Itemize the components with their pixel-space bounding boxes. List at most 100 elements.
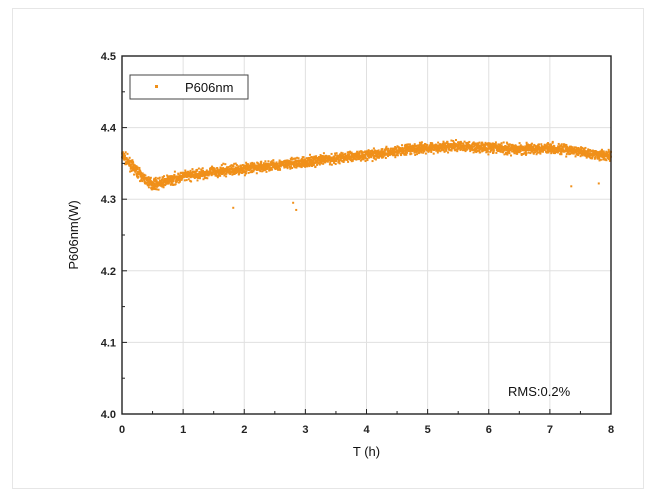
data-point bbox=[409, 153, 412, 156]
data-point bbox=[308, 161, 311, 164]
data-point bbox=[524, 149, 527, 152]
data-point bbox=[290, 165, 293, 168]
data-point bbox=[183, 179, 186, 182]
data-point bbox=[372, 153, 375, 156]
data-point bbox=[308, 165, 311, 168]
data-point bbox=[499, 150, 502, 153]
data-point bbox=[152, 181, 155, 184]
data-point bbox=[593, 153, 596, 156]
data-point bbox=[543, 143, 546, 146]
data-point bbox=[382, 155, 385, 158]
data-point bbox=[170, 179, 173, 182]
data-point bbox=[445, 147, 448, 150]
data-point bbox=[455, 148, 458, 151]
data-point bbox=[448, 143, 451, 146]
data-point bbox=[162, 182, 165, 185]
data-point bbox=[602, 154, 605, 157]
data-point bbox=[135, 175, 138, 178]
data-point bbox=[533, 147, 536, 150]
data-point bbox=[426, 144, 429, 147]
data-point bbox=[278, 159, 281, 162]
data-point bbox=[399, 147, 402, 150]
data-point bbox=[420, 148, 423, 151]
data-point bbox=[452, 141, 455, 144]
data-point bbox=[488, 147, 491, 150]
data-point bbox=[436, 151, 439, 154]
data-point bbox=[223, 174, 226, 177]
data-point bbox=[553, 145, 556, 148]
data-point bbox=[154, 180, 157, 183]
data-point bbox=[267, 163, 270, 166]
data-point bbox=[123, 152, 126, 155]
data-point bbox=[141, 180, 144, 183]
data-point bbox=[249, 171, 252, 174]
data-point bbox=[314, 156, 317, 159]
data-point bbox=[297, 157, 300, 160]
data-point bbox=[317, 159, 320, 162]
data-point bbox=[279, 165, 282, 168]
data-point bbox=[405, 143, 408, 146]
data-point bbox=[231, 168, 234, 171]
data-point bbox=[559, 150, 562, 153]
data-point bbox=[547, 142, 550, 145]
data-point bbox=[219, 168, 222, 171]
data-point bbox=[380, 155, 383, 158]
data-point bbox=[413, 148, 416, 151]
data-point bbox=[552, 146, 555, 149]
data-point bbox=[436, 146, 439, 149]
data-point bbox=[283, 161, 286, 164]
data-point bbox=[450, 149, 453, 152]
data-point bbox=[497, 149, 500, 152]
data-point bbox=[428, 144, 431, 147]
data-point bbox=[139, 175, 142, 178]
data-point bbox=[472, 151, 475, 154]
data-point bbox=[262, 163, 265, 166]
data-point bbox=[584, 151, 587, 154]
data-point bbox=[506, 142, 509, 145]
data-point bbox=[537, 144, 540, 147]
data-point bbox=[381, 148, 384, 151]
data-point bbox=[205, 169, 208, 172]
data-point bbox=[155, 183, 158, 186]
data-point bbox=[132, 166, 135, 169]
data-point bbox=[184, 170, 187, 173]
data-point bbox=[532, 152, 535, 155]
data-point bbox=[389, 153, 392, 156]
data-point bbox=[361, 157, 364, 160]
data-point bbox=[607, 148, 610, 151]
data-point bbox=[341, 152, 344, 155]
data-point bbox=[257, 163, 260, 166]
data-point bbox=[366, 154, 369, 157]
data-point bbox=[596, 157, 599, 160]
data-point bbox=[497, 143, 500, 146]
data-point bbox=[293, 163, 296, 166]
data-point bbox=[316, 161, 319, 164]
data-point bbox=[173, 177, 176, 180]
data-point bbox=[522, 153, 525, 156]
data-point bbox=[529, 147, 532, 150]
data-point bbox=[162, 186, 165, 189]
data-point bbox=[435, 147, 438, 150]
data-point bbox=[489, 142, 492, 145]
data-point bbox=[347, 157, 350, 160]
data-point bbox=[122, 152, 125, 155]
data-point bbox=[263, 167, 266, 170]
data-point bbox=[559, 147, 562, 150]
data-point bbox=[589, 149, 592, 152]
data-point bbox=[508, 152, 511, 155]
data-point bbox=[290, 158, 293, 161]
data-point bbox=[491, 148, 494, 151]
data-point bbox=[552, 150, 555, 153]
data-point bbox=[450, 139, 453, 142]
data-point bbox=[255, 164, 258, 167]
data-point bbox=[405, 146, 408, 149]
data-point bbox=[234, 170, 237, 173]
axis-ticks: 0 1 2 3 4 5 6 7 8 4.0 4.1 4.2 4.3 4.4 4.5 bbox=[101, 51, 614, 436]
data-point bbox=[180, 178, 183, 181]
data-point bbox=[591, 157, 594, 160]
data-point bbox=[154, 179, 157, 182]
data-point bbox=[513, 152, 516, 155]
data-point bbox=[265, 166, 268, 169]
data-point bbox=[452, 139, 455, 142]
data-point bbox=[311, 162, 314, 165]
